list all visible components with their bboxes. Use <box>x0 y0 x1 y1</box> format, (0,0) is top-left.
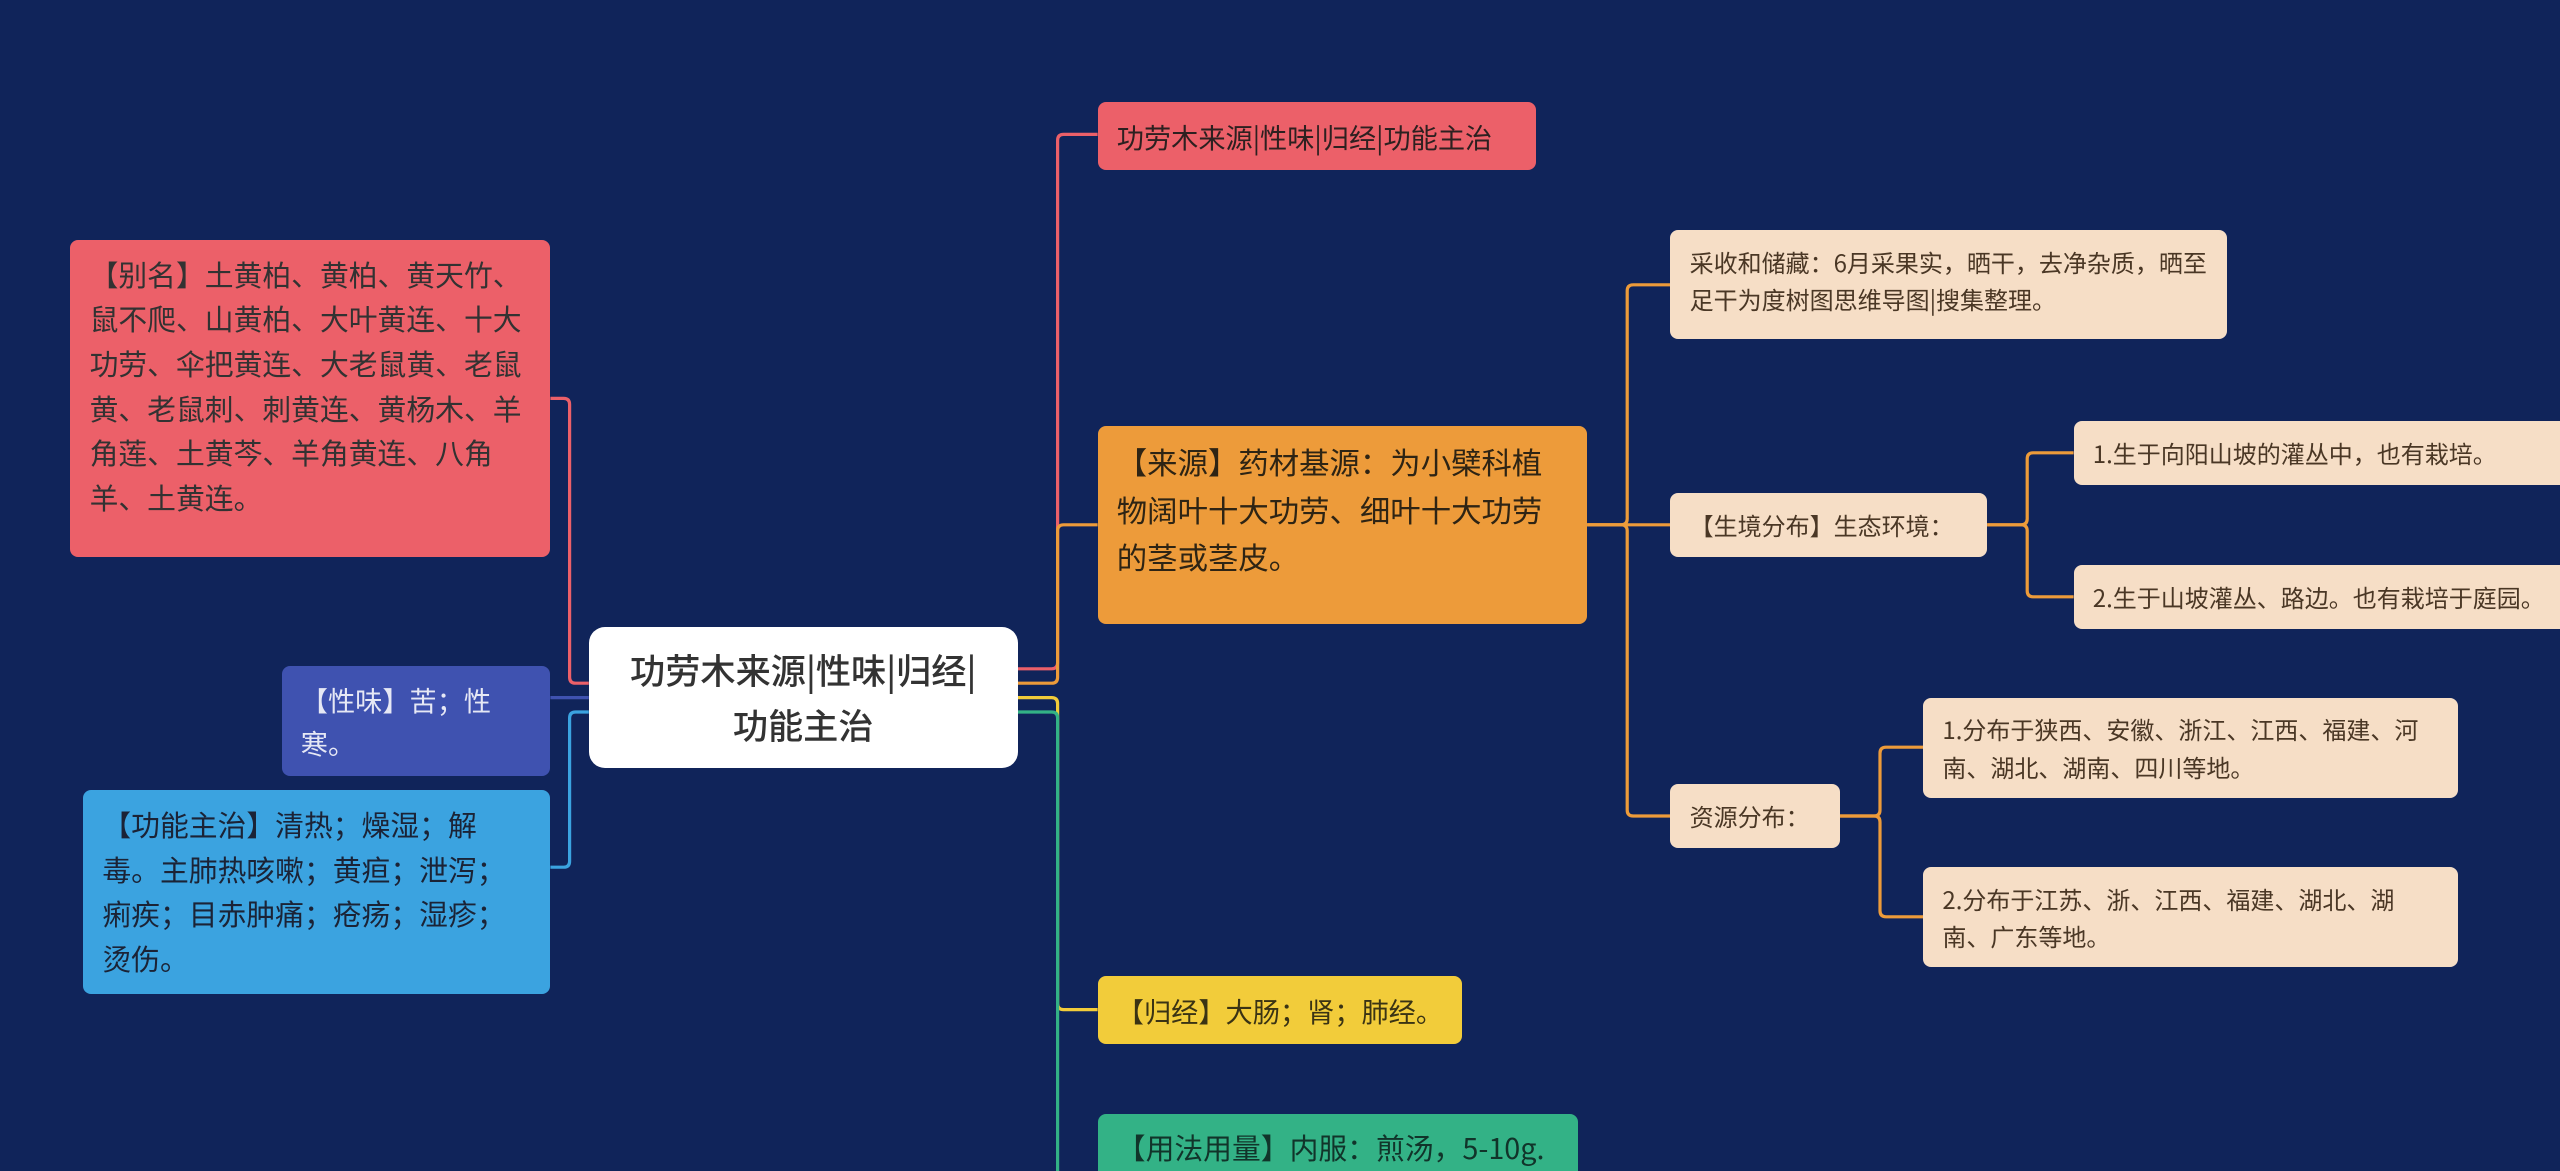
mindmap-node-habitat2[interactable]: 2.生于山坡灌丛、路边。也有栽培于庭园。 <box>2074 565 2560 629</box>
node-text: 功劳木来源|性味|归经|功能主治 <box>618 643 989 752</box>
mindmap-node-habitat1[interactable]: 1.生于向阳山坡的灌丛中，也有栽培。 <box>2074 421 2560 485</box>
mindmap-node-usage[interactable]: 【用法用量】内服：煎汤，5-10g. 外用：适量，煎水洗；或研末调敷。 <box>1098 1114 1578 1171</box>
node-text: 【性味】苦；性寒。 <box>301 679 491 761</box>
node-text: 【生境分布】生态环境： <box>1690 507 1954 542</box>
mindmap-node-resource1[interactable]: 1.分布于狭西、安徽、浙江、江西、福建、河南、湖北、湖南、四川等地。 <box>1923 698 2457 798</box>
edge <box>1018 712 1098 1171</box>
mindmap-node-meridian[interactable]: 【归经】大肠；肾；肺经。 <box>1098 976 1463 1044</box>
node-text: 2.分布于江苏、浙、江西、福建、湖北、湖南、广东等地。 <box>1942 881 2394 953</box>
edge <box>1018 698 1098 1010</box>
node-text: 1.生于向阳山坡的灌丛中，也有栽培。 <box>2093 435 2497 470</box>
node-text: 2.生于山坡灌丛、路边。也有栽培于庭园。 <box>2093 579 2545 614</box>
mindmap-node-resource_label[interactable]: 资源分布： <box>1670 784 1840 848</box>
node-text: 功劳木来源|性味|归经|功能主治 <box>1117 116 1492 156</box>
node-text: 【功能主治】清热；燥湿；解毒。主肺热咳嗽；黄疸；泄泻；痢疾；目赤肿痛；疮疡；湿疹… <box>102 804 505 979</box>
mindmap-node-habitat_label[interactable]: 【生境分布】生态环境： <box>1670 493 1987 557</box>
mindmap-canvas: 功劳木来源|性味|归经|功能主治【别名】土黄柏、黄柏、黄天竹、鼠不爬、山黄柏、大… <box>0 0 2560 1171</box>
node-text: 【用法用量】内服：煎汤，5-10g. 外用：适量，煎水洗；或研末调敷。 <box>1117 1127 1545 1171</box>
edge <box>1018 134 1098 668</box>
edge <box>1840 747 1923 816</box>
mindmap-node-functions[interactable]: 【功能主治】清热；燥湿；解毒。主肺热咳嗽；黄疸；泄泻；痢疾；目赤肿痛；疮疡；湿疹… <box>83 790 550 994</box>
mindmap-node-taste[interactable]: 【性味】苦；性寒。 <box>282 666 551 776</box>
mindmap-node-resource2[interactable]: 2.分布于江苏、浙、江西、福建、湖北、湖南、广东等地。 <box>1923 867 2457 967</box>
edge <box>1840 816 1923 917</box>
node-text: 采收和储藏：6月采果实，晒干，去净杂质，晒至足干为度树图思维导图|搜集整理。 <box>1690 244 2207 316</box>
mindmap-node-harvest[interactable]: 采收和储藏：6月采果实，晒干，去净杂质，晒至足干为度树图思维导图|搜集整理。 <box>1670 230 2227 339</box>
node-text: 资源分布： <box>1690 798 1810 833</box>
mindmap-node-alias[interactable]: 【别名】土黄柏、黄柏、黄天竹、鼠不爬、山黄柏、大叶黄连、十大功劳、伞把黄连、大老… <box>70 240 550 557</box>
edge <box>1587 525 1670 816</box>
node-text: 【归经】大肠；肾；肺经。 <box>1117 990 1443 1030</box>
edge <box>1018 525 1098 683</box>
edge <box>550 712 588 867</box>
mindmap-node-topic_repeat[interactable]: 功劳木来源|性味|归经|功能主治 <box>1098 102 1536 170</box>
mindmap-node-source[interactable]: 【来源】药材基源：为小檗科植物阔叶十大功劳、细叶十大功劳的茎或茎皮。 <box>1098 426 1588 624</box>
node-text: 【来源】药材基源：为小檗科植物阔叶十大功劳、细叶十大功劳的茎或茎皮。 <box>1117 439 1542 577</box>
edge <box>1987 453 2073 525</box>
node-text: 【别名】土黄柏、黄柏、黄天竹、鼠不爬、山黄柏、大叶黄连、十大功劳、伞把黄连、大老… <box>90 254 522 518</box>
node-text: 1.分布于狭西、安徽、浙江、江西、福建、河南、湖北、湖南、四川等地。 <box>1942 711 2418 783</box>
edge <box>550 398 588 683</box>
edge <box>1587 285 1670 525</box>
mindmap-node-central[interactable]: 功劳木来源|性味|归经|功能主治 <box>589 627 1018 768</box>
edge <box>1987 525 2073 597</box>
